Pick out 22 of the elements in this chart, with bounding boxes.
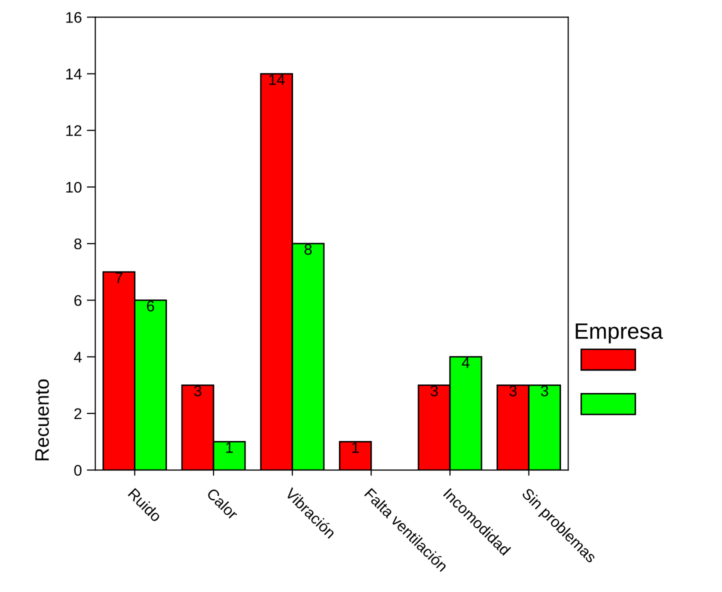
y-tick-label: 14 xyxy=(66,68,82,80)
data-label: 3 xyxy=(509,386,517,396)
data-label: 3 xyxy=(430,386,438,396)
data-label: 7 xyxy=(115,272,122,283)
data-label: 1 xyxy=(352,442,359,453)
y-tick-label: 0 xyxy=(74,464,82,476)
data-label: 4 xyxy=(462,357,470,368)
data-label: 3 xyxy=(194,386,202,396)
y-axis-title: Recuento xyxy=(35,379,49,460)
data-label: 8 xyxy=(304,244,312,255)
y-tick-label: 8 xyxy=(74,238,82,250)
y-tick-label: 2 xyxy=(74,408,82,419)
data-label: 3 xyxy=(540,386,548,396)
data-label: 1 xyxy=(226,442,233,453)
y-tick-label: 6 xyxy=(74,295,82,306)
legend-title: Empresa xyxy=(576,323,663,344)
y-tick-label: 10 xyxy=(66,182,82,193)
data-label: 6 xyxy=(147,300,154,312)
y-tick-label: 12 xyxy=(66,125,82,136)
data-label: 14 xyxy=(269,74,285,85)
y-tick-label: 16 xyxy=(66,12,82,23)
y-tick-label: 4 xyxy=(74,352,82,362)
